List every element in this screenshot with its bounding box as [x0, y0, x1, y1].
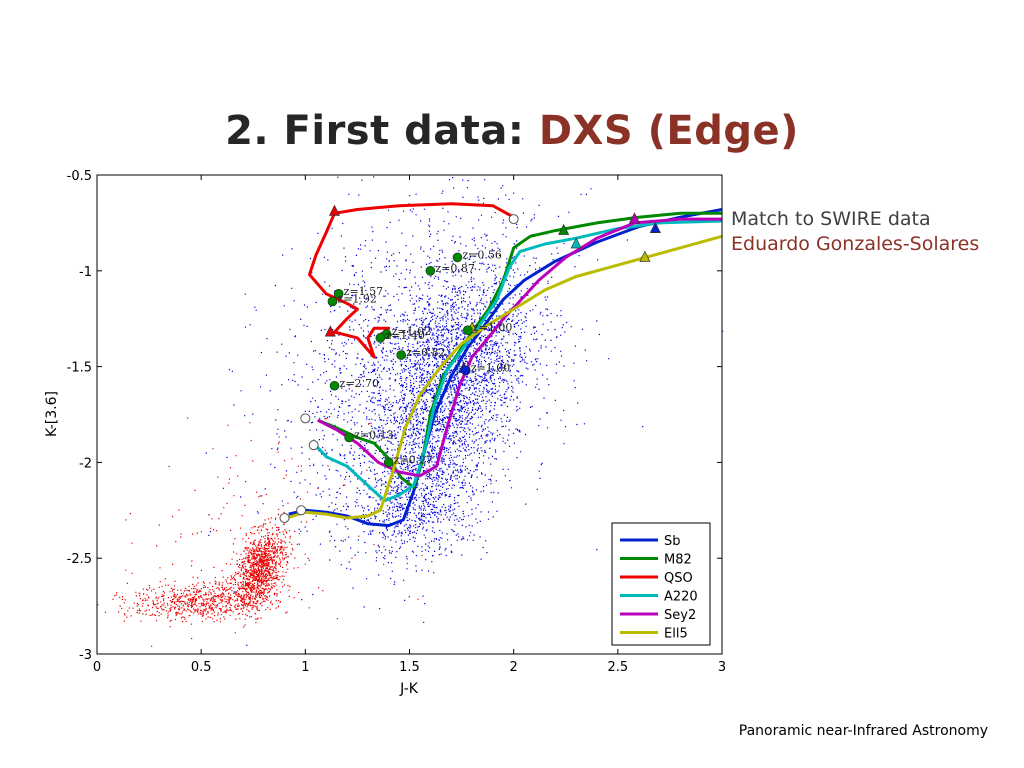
- source-dots-wide: [205, 176, 724, 647]
- y-tick-label: -1.5: [67, 361, 92, 376]
- triangle-marker: [324, 325, 336, 337]
- redshift-dot: [452, 252, 463, 263]
- x-tick-label: 2: [510, 660, 518, 675]
- side-note: Match to SWIRE data Eduardo Gonzales-Sol…: [731, 207, 979, 257]
- legend-label-sb: Sb: [664, 534, 681, 549]
- y-axis-label: K-[3.6]: [44, 391, 60, 437]
- triangle-marker: [649, 221, 661, 233]
- star-dots-tail: [97, 574, 310, 628]
- redshift-label: z=2.70: [340, 377, 380, 390]
- redshift-label: z=0.82: [406, 346, 446, 359]
- open-circle-marker: [296, 505, 307, 516]
- redshift-dot: [333, 288, 344, 299]
- x-tick-label: 3: [718, 660, 726, 675]
- redshift-dot: [425, 265, 436, 276]
- track-line-qso: [308, 202, 515, 359]
- legend-label-a220: A220: [664, 590, 698, 605]
- redshift-dot: [329, 380, 340, 391]
- point-clouds: [97, 176, 724, 647]
- redshift-dot: [463, 325, 473, 335]
- legend: Sb M82 QSO A220 Sey2 Ell5: [611, 522, 711, 646]
- legend-label-qso: QSO: [664, 571, 693, 586]
- triangle-marker: [328, 204, 341, 216]
- annotations: z=0.56z=0.87 z=1.57z=1.92 z=1.02z=1.40 z=0.…: [327, 248, 513, 468]
- redshift-label: z=1.02: [392, 325, 432, 338]
- triangle-marker: [558, 223, 570, 235]
- redshift-dot: [396, 350, 406, 360]
- redshift-dot: [344, 432, 354, 443]
- y-tick-label: -0.5: [67, 169, 92, 184]
- x-axis-label: J-K: [399, 681, 419, 697]
- open-circle-marker: [300, 413, 311, 424]
- x-tick-label: 0.5: [191, 660, 212, 675]
- redshift-label: z=0.13: [354, 428, 394, 441]
- axes: 0 0.5 1 1.5 2 2.5 3 -0.5 -1 -1.5 -2 -2.5 -3: [67, 169, 727, 675]
- redshift-label: z=1.40: [385, 329, 425, 342]
- y-tick-label: -1: [79, 265, 92, 280]
- redshift-label: z=0.87: [435, 262, 475, 275]
- legend-label-sey2: Sey2: [664, 608, 696, 623]
- y-tick-label: -2.5: [67, 552, 92, 567]
- note-line-2: Eduardo Gonzales-Solares: [731, 233, 980, 255]
- y-tick-label: -3: [79, 648, 92, 663]
- legend-box: [611, 522, 711, 646]
- redshift-dot: [375, 333, 386, 343]
- x-tick-label: 1: [301, 660, 309, 675]
- triangle-marker: [570, 237, 582, 249]
- redshift-label: z=1.00: [471, 361, 511, 374]
- redshift-dot: [383, 457, 394, 468]
- footer-caption: Panoramic near-Infrared Astronomy: [738, 723, 988, 739]
- redshift-dot: [327, 296, 338, 307]
- triangle-marker: [628, 212, 641, 224]
- redshift-dot: [460, 365, 471, 376]
- star-dots-core: [220, 477, 302, 628]
- track-line-sey2: [317, 217, 722, 478]
- triangle-marker: [639, 250, 651, 262]
- open-circle-marker: [279, 512, 290, 523]
- source-dots-lower: [319, 400, 541, 598]
- redshift-label: z=1.57: [344, 285, 384, 298]
- redshift-label: z=1.00: [473, 321, 513, 334]
- redshift-label: z=1.92: [337, 292, 377, 305]
- star-dots-sparse: [121, 417, 423, 647]
- x-tick-label: 1.5: [399, 660, 420, 675]
- title-accent: DXS (Edge): [538, 108, 799, 154]
- x-tick-label: 0: [93, 660, 101, 675]
- open-circle-marker: [508, 214, 519, 225]
- x-tick-label: 2.5: [607, 660, 628, 675]
- legend-label-ell5: Ell5: [664, 627, 688, 642]
- slide-title: 2. First data: DXS (Edge): [0, 108, 1024, 154]
- track-lines: [286, 202, 723, 528]
- open-circle-marker: [308, 440, 319, 451]
- y-tick-label: -2: [79, 456, 92, 471]
- track-line-a220: [312, 219, 723, 503]
- note-line-1: Match to SWIRE data: [731, 208, 931, 230]
- track-line-ell5: [286, 234, 723, 520]
- redshift-label: z=0.27: [394, 453, 434, 466]
- redshift-label: z=0.56: [462, 248, 502, 261]
- title-prefix: 2. First data:: [225, 108, 539, 154]
- legend-label-m82: M82: [664, 553, 692, 568]
